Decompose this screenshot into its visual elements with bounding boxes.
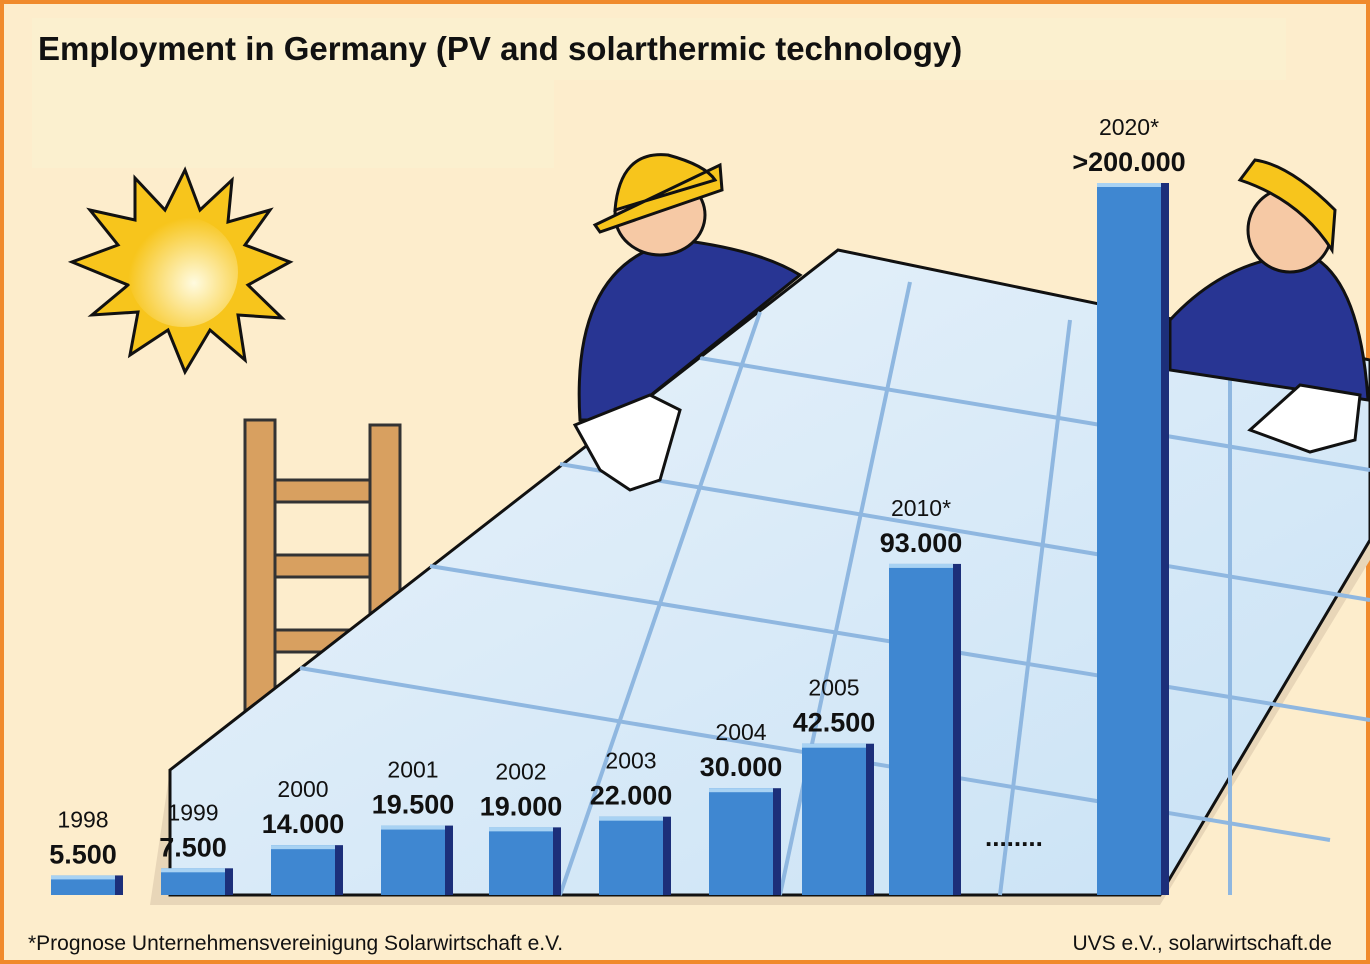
bar (271, 845, 335, 895)
category-label: 2003 (605, 748, 656, 774)
value-label: >200.000 (1072, 147, 1185, 177)
value-label: 7.500 (159, 832, 227, 862)
value-label: 19.500 (372, 790, 455, 820)
bar-top (489, 827, 553, 832)
bar (802, 743, 866, 895)
bar (599, 816, 663, 895)
category-label: 1998 (57, 806, 108, 832)
worker-right (1168, 158, 1370, 454)
bar-side (553, 827, 561, 895)
bar (489, 827, 553, 895)
subtitle-band (32, 80, 554, 168)
title-band (32, 18, 1286, 80)
value-label: 19.000 (480, 791, 563, 821)
value-label: 42.500 (793, 708, 876, 738)
bar-top (271, 845, 335, 850)
bar-side (335, 845, 343, 895)
bar (381, 825, 445, 895)
category-label: 2010* (891, 495, 951, 521)
bar (51, 875, 115, 895)
solar-panel (150, 248, 1370, 905)
bar-side (445, 825, 453, 895)
bar-top (1097, 183, 1161, 187)
source: UVS e.V., solarwirtschaft.de (1072, 932, 1332, 955)
value-label: 93.000 (880, 528, 963, 558)
ellipsis: ........ (985, 822, 1043, 852)
bar-side (115, 875, 123, 895)
sun (67, 166, 294, 376)
value-label: 14.000 (262, 809, 345, 839)
bar (161, 868, 225, 895)
bar (1097, 183, 1161, 895)
bar-top (51, 875, 115, 880)
category-label: 2005 (808, 675, 859, 701)
bar-side (953, 563, 961, 895)
bar-top (889, 563, 953, 568)
bar-side (866, 743, 874, 895)
worker-left (572, 153, 803, 492)
bar-side (1161, 183, 1169, 895)
footnote: *Prognose Unternehmensvereinigung Solarw… (28, 932, 563, 955)
bar (709, 788, 773, 895)
category-label: 1999 (167, 799, 218, 825)
bar (889, 563, 953, 895)
bar-top (709, 788, 773, 793)
chart-title: Employment in Germany (PV and solartherm… (38, 30, 962, 67)
bar-top (599, 816, 663, 821)
bar-top (802, 743, 866, 748)
value-label: 30.000 (700, 752, 783, 782)
bar-top (161, 868, 225, 873)
bar-side (225, 868, 233, 895)
category-label: 2001 (387, 757, 438, 783)
category-label: 2002 (495, 758, 546, 784)
category-label: 2000 (277, 776, 328, 802)
value-label: 22.000 (590, 781, 673, 811)
bar-side (773, 788, 781, 895)
bar-side (663, 816, 671, 895)
value-label: 5.500 (49, 839, 117, 869)
ladder (243, 418, 402, 712)
bar-top (381, 825, 445, 830)
category-label: 2020* (1099, 114, 1159, 140)
category-label: 2004 (715, 719, 766, 745)
